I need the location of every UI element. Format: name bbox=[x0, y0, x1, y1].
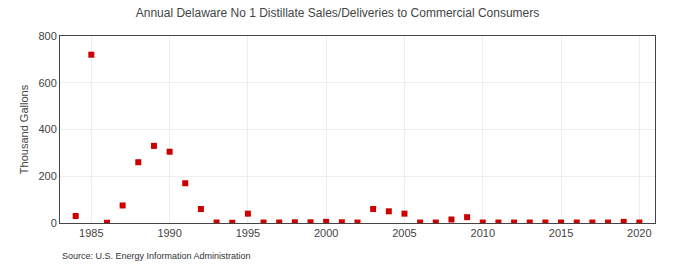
svg-text:800: 800 bbox=[38, 30, 56, 42]
svg-text:600: 600 bbox=[38, 77, 56, 89]
svg-text:Thousand Gallons: Thousand Gallons bbox=[18, 84, 30, 174]
svg-text:1985: 1985 bbox=[79, 227, 103, 239]
svg-text:1990: 1990 bbox=[157, 227, 181, 239]
svg-text:2000: 2000 bbox=[314, 227, 338, 239]
svg-text:2005: 2005 bbox=[392, 227, 416, 239]
svg-text:400: 400 bbox=[38, 123, 56, 135]
svg-text:2010: 2010 bbox=[471, 227, 495, 239]
svg-text:200: 200 bbox=[38, 170, 56, 182]
svg-text:2020: 2020 bbox=[627, 227, 651, 239]
svg-text:2015: 2015 bbox=[549, 227, 573, 239]
svg-text:Annual Delaware No 1 Distillat: Annual Delaware No 1 Distillate Sales/De… bbox=[136, 6, 540, 20]
svg-text:1995: 1995 bbox=[236, 227, 260, 239]
svg-text:0: 0 bbox=[51, 217, 57, 229]
svg-text:Source: U.S. Energy Informatio: Source: U.S. Energy Information Administ… bbox=[62, 251, 251, 261]
